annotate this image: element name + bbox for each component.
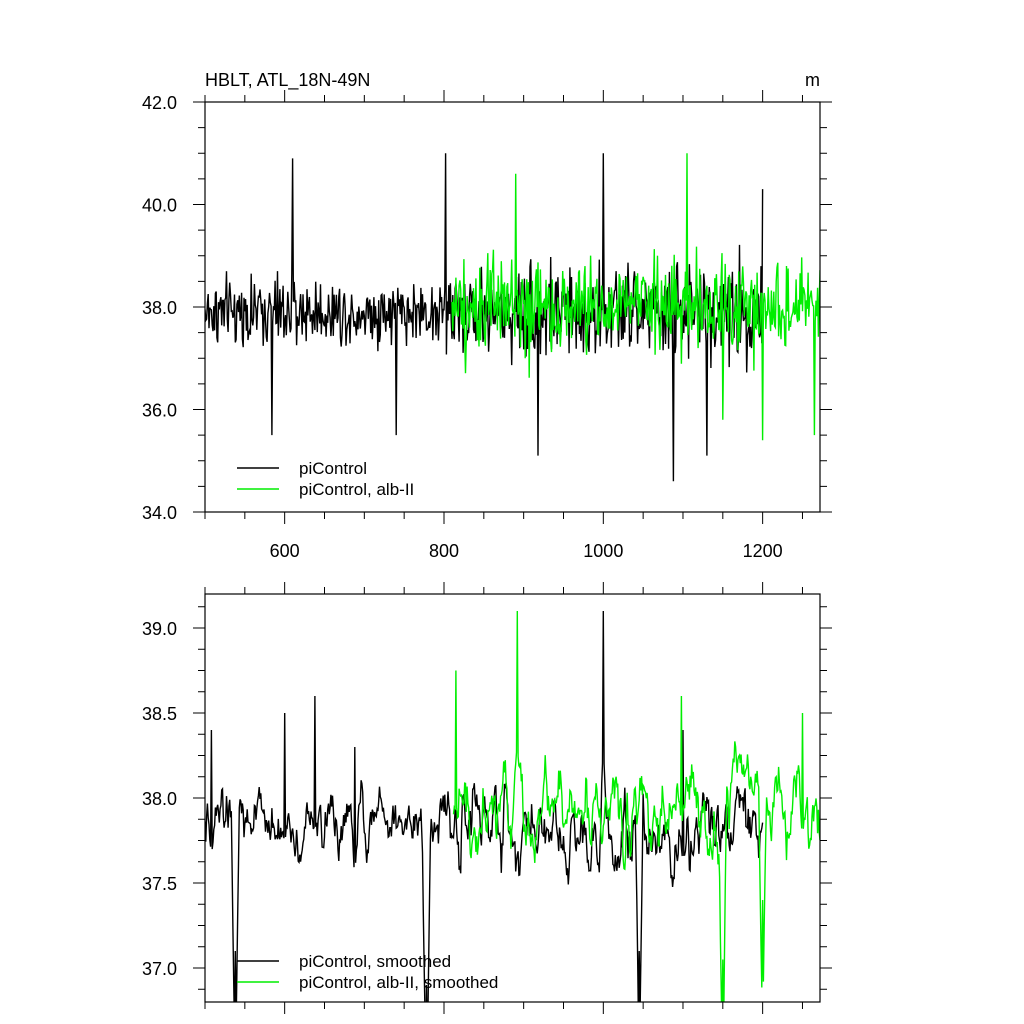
y-tick-label: 40.0 bbox=[142, 196, 177, 216]
y-tick-label: 37.0 bbox=[142, 959, 177, 979]
plot-title: HBLT, ATL_18N-49N bbox=[205, 70, 370, 91]
legend-label: piControl bbox=[299, 459, 367, 478]
bottom-panel: 37.0 37.5 38.0 38.5 39.0 piControl, smoothed p… bbox=[142, 582, 832, 1014]
legend-label: piControl, smoothed bbox=[299, 952, 451, 971]
y-tick-label: 39.0 bbox=[142, 619, 177, 639]
x-tick-label: 800 bbox=[429, 541, 459, 561]
series-line-picontrol-alb-ii bbox=[452, 610, 820, 1002]
y-tick-label: 42.0 bbox=[142, 93, 177, 113]
series-line-picontrol-alb-ii bbox=[451, 153, 820, 441]
x-tick-label: 1200 bbox=[743, 541, 783, 561]
x-tick-label: 600 bbox=[270, 541, 300, 561]
x-tick-label: 1000 bbox=[583, 541, 623, 561]
y-tick-label: 36.0 bbox=[142, 401, 177, 421]
y-tick-label: 34.0 bbox=[142, 503, 177, 523]
y-tick-label: 37.5 bbox=[142, 874, 177, 894]
units-label: m bbox=[805, 70, 820, 90]
series-line-picontrol bbox=[205, 610, 764, 1002]
y-tick-label: 38.5 bbox=[142, 704, 177, 724]
top-panel: 600 800 1000 1200 34.0 36.0 38.0 40.0 42.0 piCont… bbox=[142, 90, 832, 561]
legend-label: piControl, alb-II, smoothed bbox=[299, 973, 498, 992]
legend-label: piControl, alb-II bbox=[299, 480, 414, 499]
y-tick-label: 38.0 bbox=[142, 298, 177, 318]
y-tick-label: 38.0 bbox=[142, 789, 177, 809]
